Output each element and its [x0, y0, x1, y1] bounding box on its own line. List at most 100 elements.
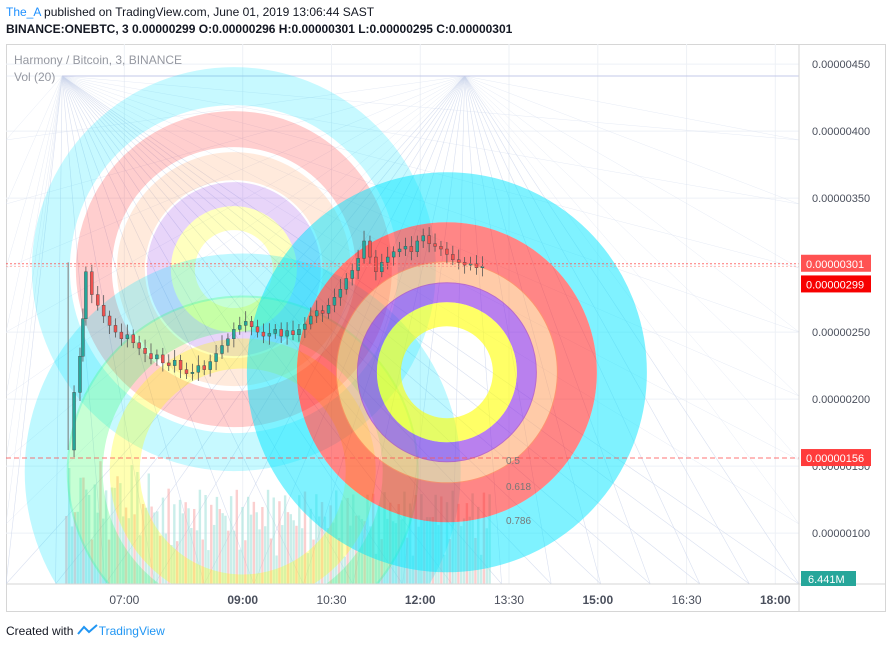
- volume-bar: [190, 527, 193, 584]
- candle-body: [131, 334, 135, 344]
- volume-bar: [278, 501, 281, 584]
- volume-bar: [215, 496, 219, 584]
- fib-label: 0.618: [506, 482, 531, 493]
- candle-body: [303, 323, 307, 330]
- volume-bar: [320, 502, 324, 584]
- volume-bar: [258, 529, 261, 584]
- candle-body: [125, 334, 130, 339]
- candle-body: [344, 278, 348, 290]
- price-axis[interactable]: 0.00000450 0.00000400 0.00000350 0.00000250…: [812, 59, 870, 540]
- candle-body: [226, 338, 230, 346]
- legend-title[interactable]: Harmony / Bitcoin, 3, BINANCE: [14, 53, 182, 67]
- volume-bar: [175, 541, 179, 584]
- fan-line: [6, 75, 63, 205]
- fib-level-labels: 0.5 0.618 0.786: [506, 456, 531, 527]
- candle-body: [243, 321, 248, 326]
- symbol-ohlc-line: BINANCE:ONEBTC, 3 0.00000299 O:0.0000029…: [6, 22, 513, 36]
- candle-body: [427, 235, 431, 244]
- price-tick-label: 0.00000350: [812, 193, 870, 205]
- candle-body: [439, 246, 443, 250]
- volume-bar: [298, 495, 301, 584]
- volume-bar: [212, 524, 216, 584]
- volume-bar: [281, 525, 284, 584]
- candle-body: [368, 240, 372, 258]
- fan-line: [6, 75, 63, 397]
- volume-bar: [181, 513, 185, 584]
- candle-body: [291, 330, 295, 335]
- volume-bar: [312, 539, 315, 584]
- volume-bar: [90, 539, 94, 584]
- candle-body: [238, 325, 242, 330]
- volume-bar: [244, 540, 247, 584]
- volume-bar: [201, 539, 204, 584]
- candle-body: [90, 271, 94, 295]
- candle-body: [409, 246, 414, 252]
- candle-body: [421, 235, 425, 242]
- time-axis[interactable]: 07:00 09:00 10:30 12:00 13:30 15:00 16:30 18:00: [109, 593, 791, 607]
- price-badge: [801, 275, 871, 293]
- volume-bar: [73, 512, 77, 584]
- fan-line: [6, 75, 63, 141]
- volume-bar: [303, 491, 307, 584]
- volume-bar: [184, 502, 187, 584]
- fan-line: [6, 75, 63, 333]
- fan-line: [61, 75, 255, 584]
- volume-bar: [300, 528, 304, 584]
- publish-header: The_A published on TradingView.com, June…: [6, 5, 374, 19]
- right-ring: [335, 261, 558, 484]
- volume-bar: [147, 473, 150, 584]
- legend-indicator[interactable]: Vol (20): [14, 70, 55, 84]
- volume-bar: [224, 515, 227, 584]
- volume-bar: [309, 508, 312, 584]
- candle-body: [155, 354, 159, 360]
- volume-bar: [93, 484, 96, 584]
- volume-bar: [266, 489, 270, 584]
- volume-bar: [107, 539, 111, 584]
- volume-bar: [141, 504, 145, 584]
- time-tick-label: 12:00: [405, 593, 436, 607]
- candle-body: [386, 256, 390, 263]
- candle-body: [178, 360, 183, 370]
- volume-bar: [204, 495, 207, 584]
- volume-bar: [150, 506, 153, 584]
- candle-body: [172, 360, 177, 366]
- volume-bar: [229, 496, 233, 584]
- candle-body: [214, 353, 218, 362]
- author-link[interactable]: The_A: [6, 5, 41, 19]
- volume-bar: [76, 511, 79, 584]
- candle-body: [113, 325, 118, 333]
- candle-body: [350, 270, 354, 279]
- volume-bar: [110, 487, 114, 584]
- candle-body: [285, 330, 289, 337]
- tradingview-link[interactable]: TradingView: [98, 624, 165, 638]
- volume-bar: [70, 526, 74, 584]
- time-tick-label: 07:00: [109, 593, 139, 607]
- volume-bar: [167, 488, 170, 584]
- candle-body: [101, 305, 106, 317]
- volume-bar: [195, 530, 199, 584]
- candle-body: [107, 315, 112, 326]
- fan-line: [6, 75, 63, 525]
- fan-line: [62, 75, 799, 584]
- volume-bar: [479, 554, 483, 584]
- fan-line: [55, 75, 63, 584]
- fan-line: [464, 75, 799, 141]
- candle-body: [220, 345, 224, 354]
- candle-body: [232, 329, 236, 339]
- volume-bar: [323, 516, 327, 584]
- volume-bar: [261, 507, 264, 584]
- candle-body: [374, 256, 378, 272]
- volume-bar: [283, 495, 287, 584]
- volume-bar: [337, 537, 341, 584]
- volume-bar: [343, 556, 346, 584]
- fan-line: [6, 75, 63, 269]
- price-tick-label: 0.00000400: [812, 126, 870, 138]
- candle-body: [96, 294, 100, 306]
- volume-bar: [187, 508, 190, 584]
- volume-bar: [124, 507, 128, 584]
- candle-body: [314, 310, 319, 317]
- volume-bar: [65, 516, 68, 584]
- plot-area[interactable]: 0.5 0.618 0.786: [6, 44, 799, 612]
- fan-line: [6, 75, 465, 461]
